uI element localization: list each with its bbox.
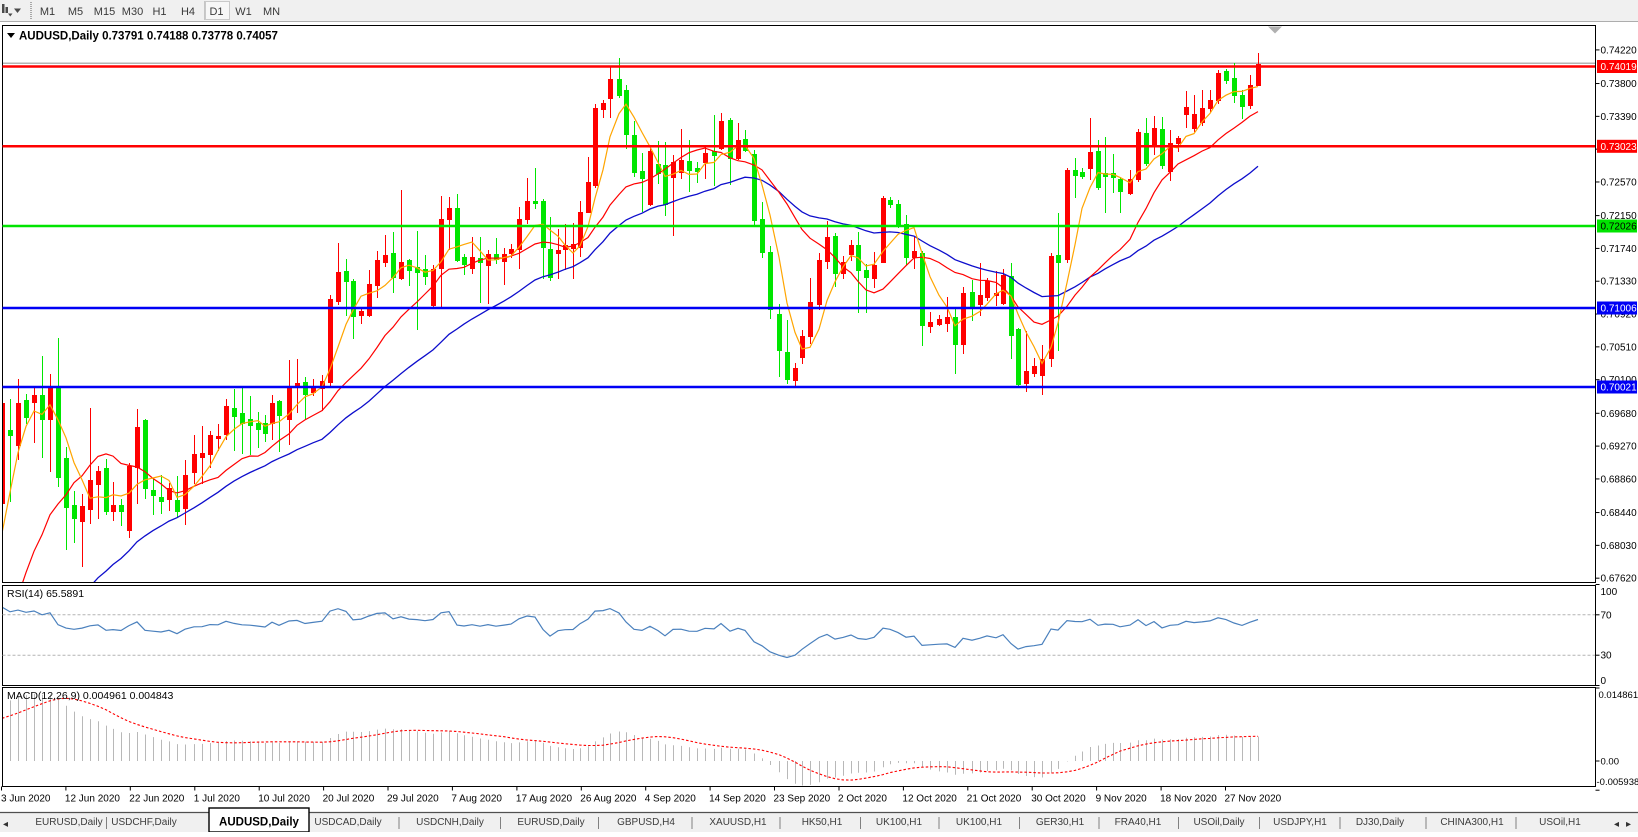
svg-text:0.72570: 0.72570 [1601, 177, 1638, 188]
svg-text:USOil,Daily: USOil,Daily [1193, 817, 1244, 828]
svg-text:30 Oct 2020: 30 Oct 2020 [1031, 794, 1086, 805]
svg-text:0.68030: 0.68030 [1601, 541, 1638, 552]
svg-text:21 Oct 2020: 21 Oct 2020 [967, 794, 1022, 805]
svg-text:EURUSD,Daily: EURUSD,Daily [35, 817, 102, 828]
svg-text:3 Jun 2020: 3 Jun 2020 [1, 794, 51, 805]
svg-text:FRA40,H1: FRA40,H1 [1115, 817, 1162, 828]
svg-text:0.73800: 0.73800 [1601, 79, 1638, 90]
svg-text:0.74019: 0.74019 [1601, 62, 1638, 73]
svg-text:GBPUSD,H4: GBPUSD,H4 [617, 817, 675, 828]
svg-text:◂: ◂ [3, 819, 8, 830]
svg-text:7 Aug 2020: 7 Aug 2020 [451, 794, 502, 805]
svg-text:USDCAD,Daily: USDCAD,Daily [314, 817, 381, 828]
svg-text:0.69270: 0.69270 [1601, 442, 1638, 453]
svg-text:12 Oct 2020: 12 Oct 2020 [902, 794, 957, 805]
svg-text:M1: M1 [40, 6, 55, 18]
svg-text:USDCHF,Daily: USDCHF,Daily [111, 817, 177, 828]
svg-text:10 Jul 2020: 10 Jul 2020 [258, 794, 310, 805]
svg-text:RSI(14) 65.5891: RSI(14) 65.5891 [7, 588, 84, 600]
svg-text:W1: W1 [235, 6, 252, 18]
svg-text:0.71740: 0.71740 [1601, 244, 1638, 255]
svg-text:M5: M5 [68, 6, 83, 18]
svg-text:20 Jul 2020: 20 Jul 2020 [323, 794, 375, 805]
svg-text:◂: ◂ [1614, 819, 1619, 830]
svg-text:CHINA300,H1: CHINA300,H1 [1440, 817, 1504, 828]
svg-text:0.70021: 0.70021 [1601, 383, 1638, 394]
svg-text:▸: ▸ [1626, 819, 1631, 830]
svg-text:9 Nov 2020: 9 Nov 2020 [1096, 794, 1148, 805]
svg-text:30: 30 [1601, 651, 1613, 662]
svg-text:0.68440: 0.68440 [1601, 508, 1638, 519]
svg-text:18 Nov 2020: 18 Nov 2020 [1160, 794, 1217, 805]
svg-text:XAUUSD,H1: XAUUSD,H1 [709, 817, 767, 828]
svg-text:-0.005938: -0.005938 [1597, 777, 1638, 788]
svg-text:100: 100 [1601, 587, 1618, 598]
svg-text:23 Sep 2020: 23 Sep 2020 [774, 794, 831, 805]
svg-text:HK50,H1: HK50,H1 [802, 817, 843, 828]
svg-text:EURUSD,Daily: EURUSD,Daily [517, 817, 584, 828]
svg-text:0.71330: 0.71330 [1601, 277, 1638, 288]
svg-text:AUDUSD,Daily: AUDUSD,Daily [219, 817, 299, 829]
svg-text:12 Jun 2020: 12 Jun 2020 [65, 794, 120, 805]
svg-text:UK100,H1: UK100,H1 [876, 817, 923, 828]
svg-text:17 Aug 2020: 17 Aug 2020 [516, 794, 573, 805]
svg-text:22 Jun 2020: 22 Jun 2020 [129, 794, 184, 805]
svg-text:H1: H1 [152, 6, 166, 18]
svg-text:D1: D1 [209, 6, 223, 18]
svg-text:70: 70 [1601, 610, 1613, 621]
svg-text:0.68860: 0.68860 [1601, 474, 1638, 485]
svg-text:0.00: 0.00 [1601, 757, 1620, 768]
svg-text:DJ30,Daily: DJ30,Daily [1356, 817, 1404, 828]
svg-text:USDJPY,H1: USDJPY,H1 [1273, 817, 1327, 828]
svg-text:0: 0 [1601, 676, 1607, 687]
svg-text:MN: MN [263, 6, 280, 18]
svg-text:M15: M15 [94, 6, 115, 18]
svg-text:M30: M30 [122, 6, 143, 18]
svg-text:USDCNH,Daily: USDCNH,Daily [416, 817, 484, 828]
svg-text:0.69680: 0.69680 [1601, 409, 1638, 420]
svg-text:0.71006: 0.71006 [1601, 304, 1638, 315]
svg-text:MACD(12,26,9) 0.004961 0.00484: MACD(12,26,9) 0.004961 0.004843 [7, 690, 174, 702]
svg-text:0.73390: 0.73390 [1601, 112, 1638, 123]
svg-text:26 Aug 2020: 26 Aug 2020 [580, 794, 637, 805]
svg-text:27 Nov 2020: 27 Nov 2020 [1225, 794, 1282, 805]
svg-text:29 Jul 2020: 29 Jul 2020 [387, 794, 439, 805]
svg-text:0.73023: 0.73023 [1601, 142, 1638, 153]
svg-text:0.74220: 0.74220 [1601, 45, 1638, 56]
svg-text:4 Sep 2020: 4 Sep 2020 [645, 794, 697, 805]
svg-text:H4: H4 [181, 6, 195, 18]
svg-text:0.70510: 0.70510 [1601, 342, 1638, 353]
svg-text:GER30,H1: GER30,H1 [1036, 817, 1085, 828]
svg-text:AUDUSD,Daily 0.73791 0.74188: AUDUSD,Daily 0.73791 0.74188 0.73778 0.7… [19, 31, 278, 43]
svg-text:0.72026: 0.72026 [1601, 222, 1638, 233]
svg-text:USOil,H1: USOil,H1 [1539, 817, 1581, 828]
svg-text:2 Oct 2020: 2 Oct 2020 [838, 794, 887, 805]
svg-text:14 Sep 2020: 14 Sep 2020 [709, 794, 766, 805]
svg-text:1 Jul 2020: 1 Jul 2020 [194, 794, 241, 805]
svg-text:UK100,H1: UK100,H1 [956, 817, 1003, 828]
svg-text:0.67620: 0.67620 [1601, 574, 1638, 585]
svg-text:0.014861: 0.014861 [1599, 690, 1638, 701]
